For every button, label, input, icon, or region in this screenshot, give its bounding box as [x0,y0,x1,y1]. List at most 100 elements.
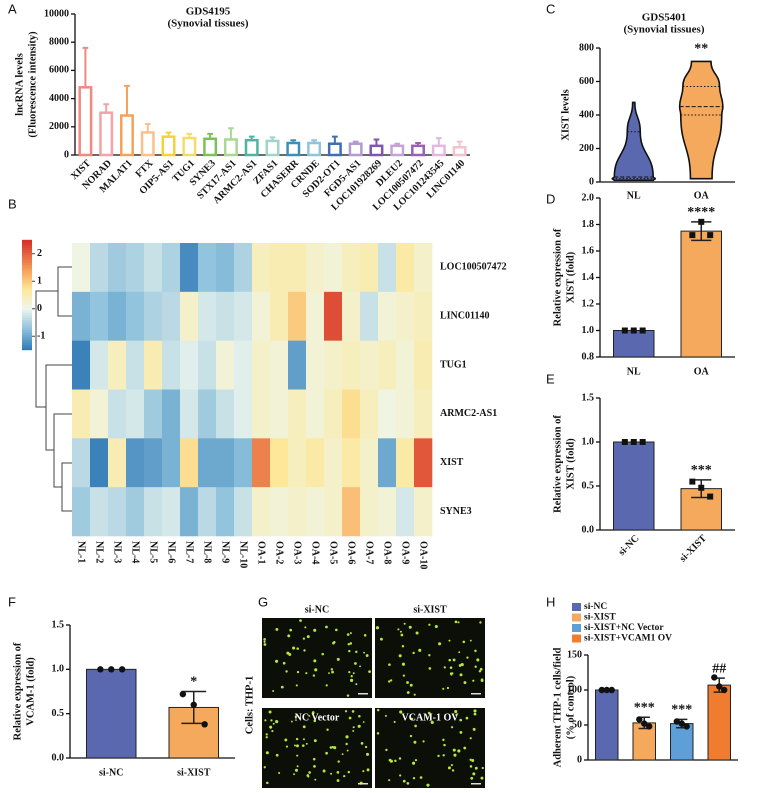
cell [366,752,370,756]
cell [345,735,349,739]
data-point [118,666,126,673]
heatmap-cell [324,291,343,341]
colorbar-tick-label: 0 [37,303,42,314]
heatmap-cell [414,389,433,439]
y-axis-label: (Fluorescence intensity) [27,31,38,138]
cell [442,754,445,757]
colorbar-slice [22,284,32,288]
cell [296,670,300,674]
column-label: OA-5 [328,541,339,564]
row-label: LOC100507472 [440,262,507,273]
error-bar [144,122,151,133]
cell [463,681,467,684]
colorbar-slice [22,252,32,256]
y-tick-label: 200 [579,143,594,154]
y-tick-label: 1.0 [582,436,595,447]
cell [409,734,413,738]
bar [348,142,363,157]
cell [376,732,380,735]
heatmap-cell [396,340,415,390]
heatmap-cell [360,243,379,293]
cell [384,714,387,717]
heatmap-cell [324,389,343,439]
cell [351,710,355,713]
heatmap-cell [72,389,91,439]
heatmap-cell [198,340,217,390]
y-axis-label: Relative expression of [552,228,563,326]
y-tick-label: 4000 [49,93,69,104]
x-tick-label: si-XIST [678,533,710,565]
cell [412,761,416,765]
data-point [608,686,615,694]
heatmap-cell [252,389,271,439]
heatmap-cell [306,438,325,488]
chart-title: GDS4195 [186,6,231,18]
colorbar-slice [22,274,32,278]
cell [457,749,461,753]
cell [481,766,484,770]
cell [311,711,315,714]
heatmap-cell [180,487,199,537]
cell [400,633,404,637]
colorbar-slice [22,299,32,303]
column-label: NL-6 [166,541,177,563]
data-point [678,720,685,727]
heatmap-cell [342,389,361,439]
data-point [630,439,637,445]
cell [414,724,417,728]
cell [344,710,348,713]
y-tick-label: 600 [579,76,594,87]
cell [328,672,330,675]
colorbar-slice [22,339,32,343]
cell [296,647,299,650]
heatmap-cell [306,291,325,341]
cell [333,640,336,644]
cell [306,635,310,639]
cell [363,651,365,654]
cell [346,694,350,697]
colorbar-slice [22,257,32,261]
panel-letter: D [546,191,555,206]
cell [452,658,456,662]
heatmap-cell [216,243,235,293]
heatmap-cell [216,389,235,439]
y-axis-label: XIST (fold) [565,251,576,303]
heatmap-cell [306,340,325,390]
y-tick-label: 1.2 [582,298,595,309]
y-tick-label: 1.4 [582,272,595,283]
row-label: SYNE3 [440,506,472,517]
cell [285,670,288,673]
y-tick-label: 0.8 [582,351,595,362]
scale-bar [358,693,368,695]
panel-letter: G [258,594,268,609]
cell [355,683,358,686]
cell [305,742,308,745]
cell [313,659,317,663]
cell [454,710,458,714]
cell [422,740,425,743]
cell [401,644,405,648]
heatmap-cell [216,438,235,488]
significance: *** [671,703,692,718]
cell [341,753,344,756]
y-axis-label: lncRNA levels [14,53,25,116]
cell [275,627,279,631]
column-label: OA-8 [382,541,393,564]
bar [244,138,259,157]
micrograph [375,708,485,788]
cell [479,667,483,671]
cell [364,745,368,749]
bar [369,144,384,157]
colorbar-slice [22,329,32,333]
error-bar [269,136,276,141]
cell [393,720,396,724]
cell [413,693,416,696]
y-axis-label: XIST levels [560,89,571,140]
cell [295,737,299,741]
cell [293,773,296,776]
y-tick-label: 0.0 [52,752,65,763]
cell [472,772,476,776]
cell [389,759,393,763]
cell [299,619,302,622]
heatmap-cell [288,487,307,537]
